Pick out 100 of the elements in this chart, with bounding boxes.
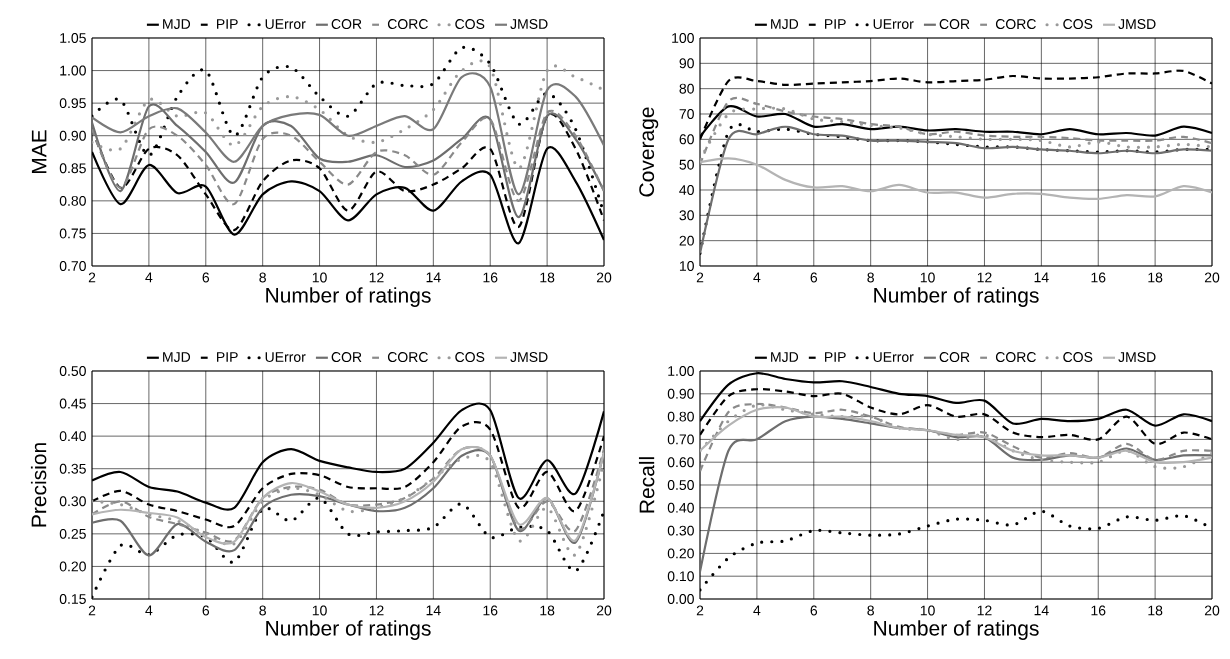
y-tick-label: 0.70 — [59, 261, 86, 271]
legend-label: MJD — [163, 352, 191, 362]
x-tick-label: 18 — [540, 272, 555, 283]
x-tick-label: 12 — [977, 605, 992, 616]
legend-label: COR — [331, 19, 362, 30]
y-tick-label: 10 — [679, 261, 694, 271]
x-tick-label: 4 — [145, 605, 153, 616]
x-tick-label: 16 — [483, 272, 498, 283]
y-tick-label: 0.40 — [59, 431, 86, 442]
x-tick-label: 4 — [753, 272, 761, 283]
y-tick-label: 0.80 — [667, 411, 694, 422]
x-axis-title: Number of ratings — [874, 620, 1039, 640]
x-tick-label: 4 — [145, 272, 153, 283]
y-tick-label: 0.95 — [59, 98, 86, 109]
x-tick-label: 2 — [696, 605, 704, 616]
x-tick-label: 10 — [312, 605, 327, 616]
legend-label: COS — [1063, 19, 1093, 30]
y-axis-title: MAE — [31, 130, 47, 174]
y-tick-label: 0.90 — [59, 130, 86, 141]
y-tick-label: 0.15 — [59, 594, 86, 604]
y-tick-label: 40 — [679, 185, 694, 195]
legend-label: JMSD — [510, 352, 548, 363]
y-tick-label: 0.30 — [59, 496, 86, 507]
y-tick-label: 100 — [672, 33, 694, 43]
legend-label: CORC — [995, 352, 1036, 363]
legend-label: MJD — [771, 19, 799, 29]
legend-label: UError — [873, 19, 914, 29]
x-axis-title: Number of ratings — [874, 287, 1039, 307]
y-tick-label: 0.75 — [59, 228, 86, 239]
legend-label: PIP — [217, 19, 238, 29]
y-tick-label: 1.00 — [668, 366, 694, 376]
legend-label: JMSD — [510, 19, 548, 30]
y-tick-label: 0.70 — [667, 434, 694, 445]
y-tick-label: 0.00 — [667, 594, 694, 604]
legend-label: COR — [939, 19, 970, 30]
x-tick-label: 18 — [1148, 605, 1163, 616]
y-axis-title: Precision — [30, 443, 47, 527]
x-tick-label: 8 — [867, 605, 874, 616]
x-tick-label: 16 — [1091, 272, 1106, 283]
y-tick-label: 50 — [679, 159, 694, 170]
x-tick-label: 8 — [867, 272, 874, 283]
y-tick-label: 0.80 — [59, 195, 86, 206]
y-axis-title: Recall — [638, 457, 655, 513]
y-tick-label: 0.10 — [667, 571, 694, 582]
y-tick-label: 0.35 — [59, 463, 86, 474]
x-tick-label: 12 — [369, 272, 384, 283]
x-tick-label: 8 — [259, 272, 266, 283]
x-tick-label: 12 — [369, 605, 384, 616]
legend-label: COS — [455, 19, 485, 30]
y-tick-label: 0.50 — [59, 366, 86, 376]
x-tick-label: 20 — [1204, 605, 1220, 616]
y-tick-label: 20 — [679, 235, 694, 246]
y-tick-label: 0.25 — [59, 528, 86, 539]
legend-label: MJD — [771, 352, 799, 362]
legend-label: COR — [331, 352, 362, 363]
x-tick-label: 18 — [540, 605, 555, 616]
x-tick-label: 14 — [1034, 605, 1049, 616]
x-tick-label: 6 — [202, 605, 210, 616]
y-tick-label: 80 — [679, 83, 694, 94]
x-tick-label: 20 — [596, 605, 612, 616]
x-tick-label: 18 — [1148, 272, 1163, 283]
x-tick-label: 4 — [753, 605, 761, 616]
x-tick-label: 6 — [202, 272, 210, 283]
legend-label: UError — [873, 352, 914, 362]
x-tick-label: 14 — [426, 605, 441, 616]
y-tick-label: 0.30 — [667, 525, 694, 536]
y-tick-label: 0.45 — [59, 398, 86, 409]
y-tick-label: 30 — [679, 210, 694, 221]
x-tick-label: 10 — [312, 272, 327, 283]
y-tick-label: 0.60 — [667, 457, 694, 468]
y-tick-label: 0.40 — [667, 502, 694, 513]
legend-label: MJD — [163, 19, 191, 29]
x-tick-label: 16 — [1091, 605, 1106, 616]
legend-label: COS — [1063, 352, 1093, 363]
legend-label: COS — [455, 352, 485, 363]
x-tick-label: 2 — [88, 272, 96, 283]
x-tick-label: 16 — [483, 605, 498, 616]
x-tick-label: 10 — [920, 605, 935, 616]
legend-label: JMSD — [1118, 19, 1156, 30]
x-tick-label: 6 — [810, 272, 818, 283]
x-tick-label: 6 — [810, 605, 818, 616]
y-tick-label: 90 — [679, 58, 694, 69]
x-tick-label: 10 — [920, 272, 935, 283]
legend-label: PIP — [825, 352, 846, 362]
x-tick-label: 20 — [596, 272, 612, 283]
legend-label: PIP — [217, 352, 238, 362]
legend-label: CORC — [387, 19, 428, 30]
x-tick-label: 8 — [259, 605, 266, 616]
legend-label: CORC — [995, 19, 1036, 30]
y-tick-label: 0.20 — [59, 561, 86, 572]
legend-label: UError — [265, 19, 306, 29]
x-tick-label: 12 — [977, 272, 992, 283]
x-axis-title: Number of ratings — [266, 287, 431, 307]
x-axis-title: Number of ratings — [266, 620, 431, 640]
y-tick-label: 0.20 — [667, 548, 694, 559]
legend-label: CORC — [387, 352, 428, 363]
x-tick-label: 2 — [696, 272, 704, 283]
y-axis-title: Coverage — [639, 107, 659, 197]
x-tick-label: 14 — [1034, 272, 1049, 283]
x-tick-label: 20 — [1204, 272, 1220, 283]
